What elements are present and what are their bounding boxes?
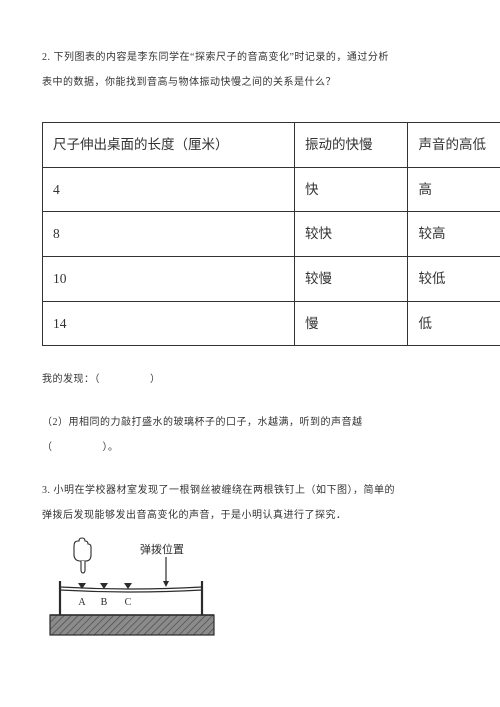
cell-length: 8 (43, 212, 295, 257)
cell-length: 4 (43, 167, 295, 212)
wire-bottom (60, 590, 202, 592)
pluck-arrow-head (163, 581, 169, 587)
cell-pitch: 低 (408, 301, 500, 346)
table-header-row: 尺子伸出桌面的长度（厘米） 振动的快慢 声音的高低 (43, 123, 500, 168)
table-row: 10 较慢 较低 (43, 256, 500, 301)
cell-speed: 快 (295, 167, 408, 212)
label-b: B (101, 597, 108, 608)
q2-line2: 表中的数据，你能找到音高与物体振动快慢之间的关系是什么？ (42, 73, 458, 92)
col-length: 尺子伸出桌面的长度（厘米） (43, 123, 295, 168)
cell-speed: 较慢 (295, 256, 408, 301)
cell-length: 14 (43, 301, 295, 346)
col-pitch: 声音的高低 (408, 123, 500, 168)
discovery-suffix: ） (150, 374, 161, 385)
table-row: 8 较快 较高 (43, 212, 500, 257)
cell-speed: 较快 (295, 212, 408, 257)
table-row: 4 快 高 (43, 167, 500, 212)
hand-icon (74, 538, 91, 573)
wire-diagram: A B C 弹拨位置 (42, 531, 222, 641)
cell-pitch: 较高 (408, 212, 500, 257)
table-row: 14 慢 低 (43, 301, 500, 346)
sub2-suffix: ）。 (103, 442, 119, 453)
sub2-prefix: （ (42, 442, 53, 453)
cell-speed: 慢 (295, 301, 408, 346)
label-a: A (78, 597, 86, 608)
discovery-prefix: 我的发现：（ (42, 374, 100, 385)
label-c: C (125, 597, 132, 608)
marker-c (124, 583, 132, 589)
cell-pitch: 高 (408, 167, 500, 212)
sub2-line2: （ ）。 (42, 438, 458, 457)
q2-line1: 2. 下列图表的内容是李东同学在“探索尺子的音高变化”时记录的，通过分析 (42, 48, 458, 67)
cell-length: 10 (43, 256, 295, 301)
discovery-line: 我的发现：（ ） (42, 370, 458, 389)
sub2-line1: （2）用相同的力敲打盛水的玻璃杯子的口子，水越满，听到的声音越 (42, 413, 458, 432)
q3-line1: 3. 小明在学校器材室发现了一根钢丝被缠绕在两根铁钉上（如下图），简单的 (42, 481, 458, 500)
col-speed: 振动的快慢 (295, 123, 408, 168)
data-table: 尺子伸出桌面的长度（厘米） 振动的快慢 声音的高低 4 快 高 8 较快 较高 … (42, 122, 500, 346)
cell-pitch: 较低 (408, 256, 500, 301)
ground-rect (50, 615, 214, 635)
label-pluck: 弹拨位置 (140, 542, 184, 556)
q3-line2: 弹拨后发现能够发出音高变化的声音，于是小明认真进行了探究． (42, 506, 458, 525)
